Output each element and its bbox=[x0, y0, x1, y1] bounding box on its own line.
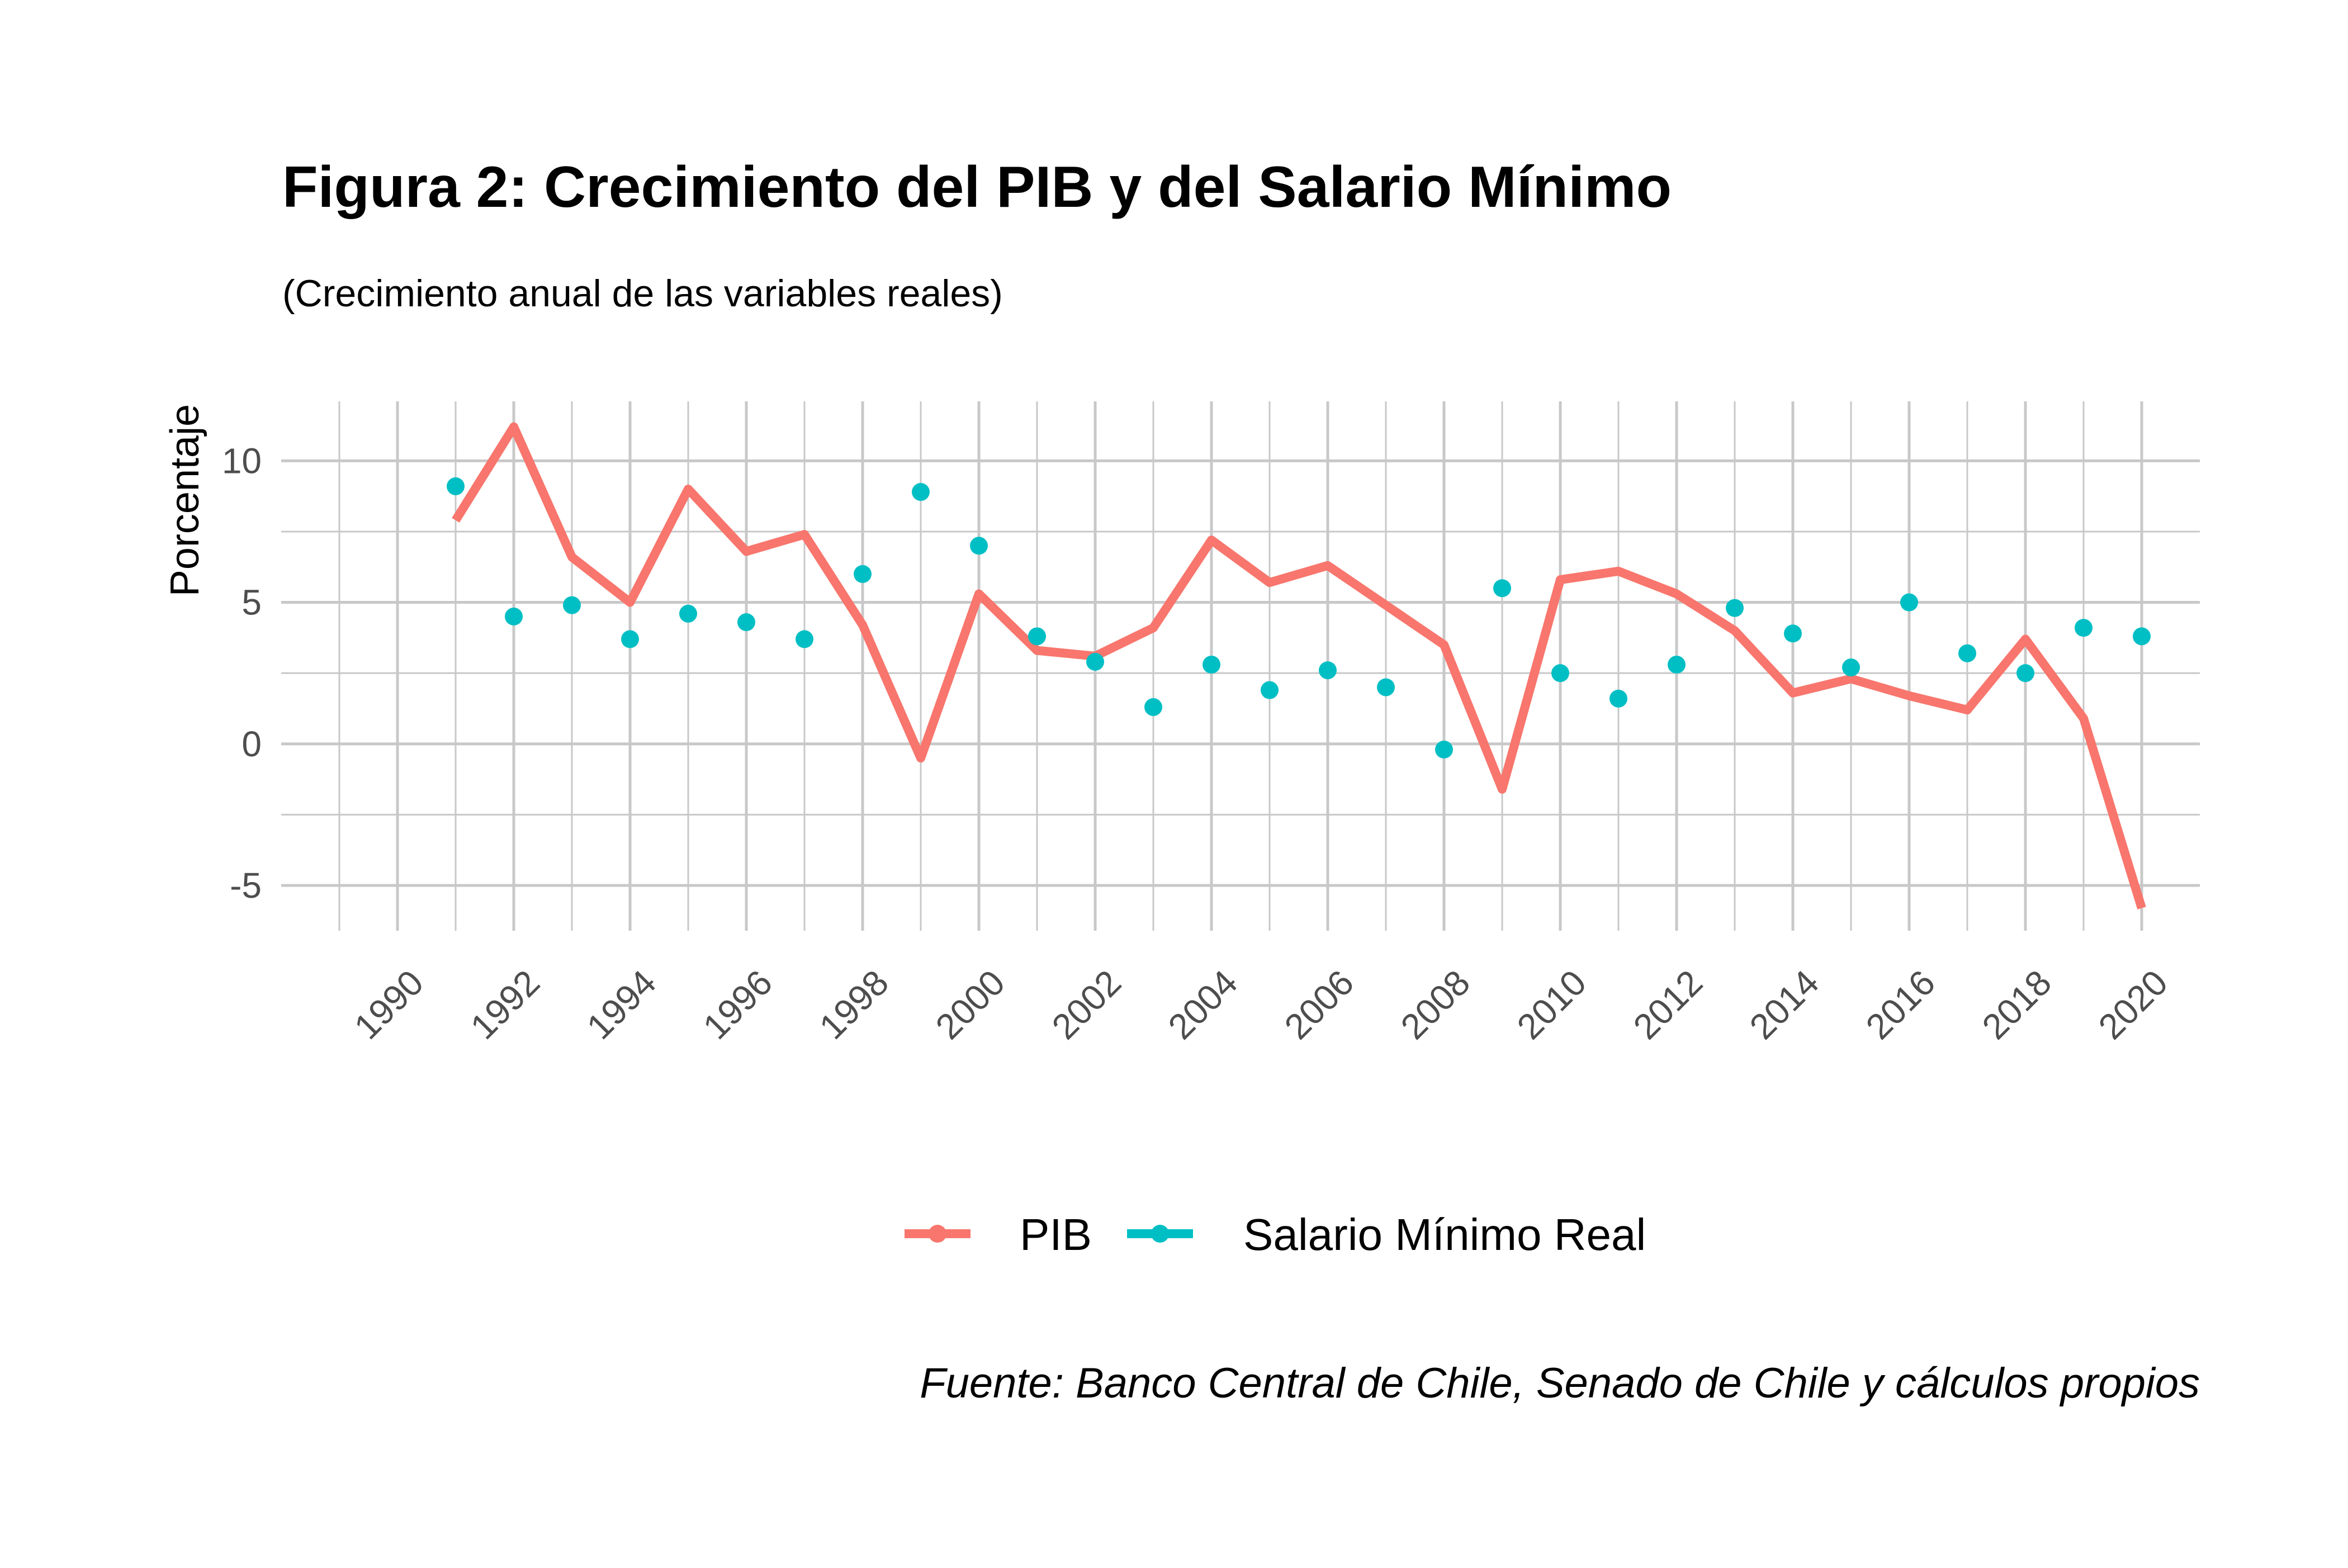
data-point-salario bbox=[1377, 678, 1395, 697]
data-point-salario bbox=[679, 604, 697, 623]
y-tick-label: 10 bbox=[222, 440, 262, 481]
data-point-salario bbox=[912, 483, 930, 501]
series-line-pib bbox=[452, 422, 2146, 909]
legend-item-pib: PIB bbox=[905, 1210, 1092, 1259]
legend: PIB Salario Mínimo Real bbox=[905, 1210, 1646, 1259]
data-point-salario bbox=[1435, 740, 1453, 759]
data-point-salario bbox=[1900, 593, 1918, 612]
data-point-salario bbox=[737, 613, 755, 632]
data-point-salario bbox=[505, 607, 523, 626]
data-point-salario bbox=[1028, 627, 1046, 646]
data-point-salario bbox=[796, 630, 813, 648]
legend-key-pib-point bbox=[929, 1225, 946, 1243]
data-point-salario bbox=[854, 565, 872, 583]
series-layer bbox=[447, 422, 2151, 909]
x-tick-label: 2006 bbox=[1277, 962, 1362, 1047]
x-tick-label: 2010 bbox=[1509, 962, 1594, 1047]
y-tick-label: 0 bbox=[242, 724, 262, 764]
data-point-salario bbox=[1726, 599, 1744, 617]
x-tick-label: 2014 bbox=[1742, 962, 1827, 1047]
data-point-salario bbox=[1551, 664, 1569, 683]
y-tick-label: -5 bbox=[230, 865, 262, 906]
data-point-salario bbox=[1144, 698, 1162, 716]
x-tick-label: 2004 bbox=[1161, 962, 1246, 1047]
grid-lines bbox=[281, 401, 2200, 931]
x-tick-label: 1998 bbox=[812, 962, 897, 1047]
data-point-salario bbox=[2133, 627, 2151, 646]
x-tick-label: 2020 bbox=[2091, 962, 2176, 1047]
x-tick-label: 2008 bbox=[1393, 962, 1478, 1047]
data-point-salario bbox=[1203, 655, 1220, 674]
data-point-salario bbox=[1668, 655, 1686, 674]
legend-label-salario: Salario Mínimo Real bbox=[1243, 1210, 1646, 1259]
chart-caption: Fuente: Banco Central de Chile, Senado d… bbox=[920, 1359, 2200, 1407]
x-tick-label: 1992 bbox=[463, 962, 548, 1047]
data-point-salario bbox=[1493, 579, 1511, 598]
x-tick-label: 2000 bbox=[928, 962, 1013, 1047]
data-point-salario bbox=[2075, 619, 2093, 637]
data-point-salario bbox=[1784, 624, 1802, 643]
data-point-salario bbox=[2016, 664, 2034, 683]
legend-item-salario: Salario Mínimo Real bbox=[1127, 1210, 1646, 1259]
data-point-salario bbox=[970, 537, 988, 555]
chart-title: Figura 2: Crecimiento del PIB y del Sala… bbox=[282, 155, 1672, 220]
legend-label-pib: PIB bbox=[1020, 1210, 1092, 1259]
data-point-salario bbox=[1842, 659, 1860, 677]
data-point-salario bbox=[1609, 689, 1627, 708]
data-point-salario bbox=[1319, 661, 1337, 680]
data-point-salario bbox=[563, 596, 581, 614]
x-tick-label: 2016 bbox=[1858, 962, 1943, 1047]
chart-subtitle: (Crecimiento anual de las variables real… bbox=[282, 272, 1003, 315]
y-axis-title: Porcentaje bbox=[163, 404, 207, 596]
data-point-salario bbox=[1086, 652, 1104, 671]
data-point-salario bbox=[1958, 644, 1976, 662]
x-tick-label: 2002 bbox=[1044, 962, 1129, 1047]
y-tick-label: 5 bbox=[242, 582, 262, 623]
x-tick-label: 1994 bbox=[579, 962, 664, 1047]
x-tick-label: 1996 bbox=[695, 962, 780, 1047]
data-point-salario bbox=[621, 630, 639, 648]
data-point-salario bbox=[1261, 681, 1279, 699]
data-point-salario bbox=[447, 477, 465, 495]
legend-key-salario-point bbox=[1151, 1225, 1169, 1243]
x-tick-label: 1990 bbox=[347, 962, 432, 1047]
x-tick-label: 2018 bbox=[1975, 962, 2060, 1047]
x-tick-label: 2012 bbox=[1626, 962, 1711, 1047]
